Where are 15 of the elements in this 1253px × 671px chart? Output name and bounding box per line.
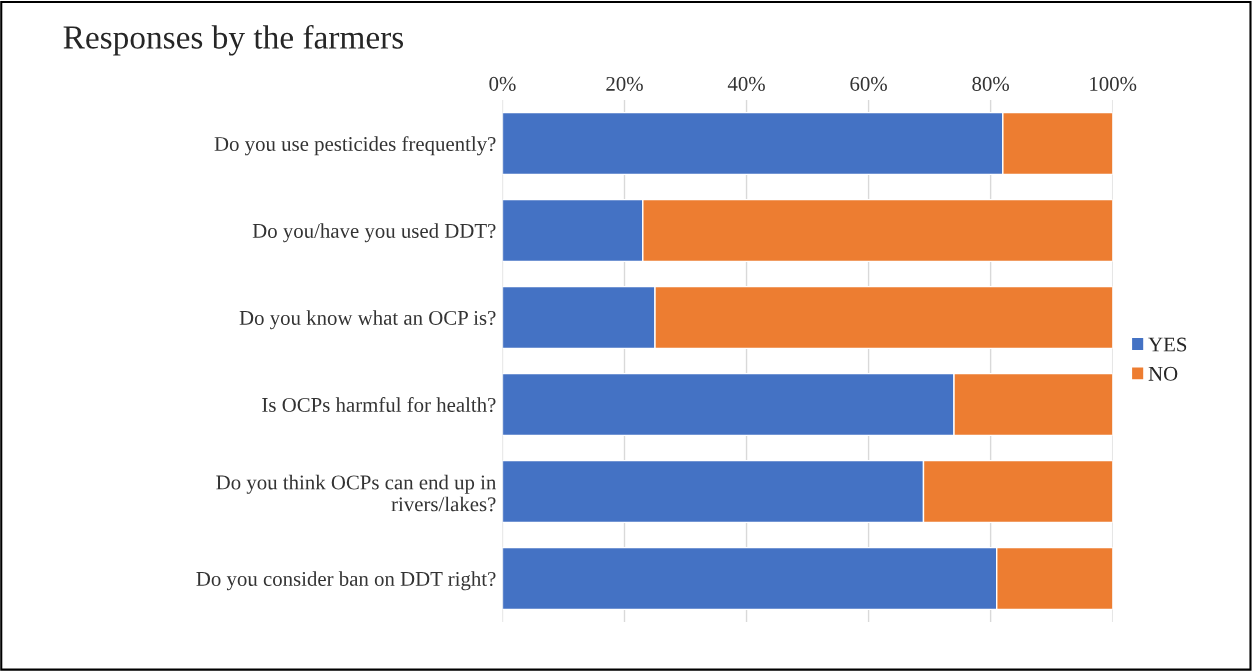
x-tick-label: 100% xyxy=(1090,76,1137,91)
x-tick-label: 20% xyxy=(606,76,643,91)
legend-label: NO xyxy=(1148,366,1178,381)
x-tick-label: 80% xyxy=(972,76,1010,91)
y-tick-label: Is OCPs harmful for health? xyxy=(262,397,496,413)
y-tick-label: Do you use pesticides frequently? xyxy=(214,136,496,156)
y-tick-label: Do you/have you used DDT? xyxy=(252,223,496,243)
y-tick-label: Do you consider ban on DDT right? xyxy=(196,571,496,591)
x-tick-label: 0% xyxy=(489,76,516,91)
legend-label: YES xyxy=(1148,337,1187,352)
y-tick-label: Do you know what an OCP is? xyxy=(239,310,496,330)
x-tick-label: 60% xyxy=(850,76,887,91)
text: Responses by the farmers xyxy=(63,24,404,56)
y-tick-label: Do you think OCPs can end up in rivers/lakes? xyxy=(216,474,497,512)
x-tick-label: 40% xyxy=(727,76,765,91)
